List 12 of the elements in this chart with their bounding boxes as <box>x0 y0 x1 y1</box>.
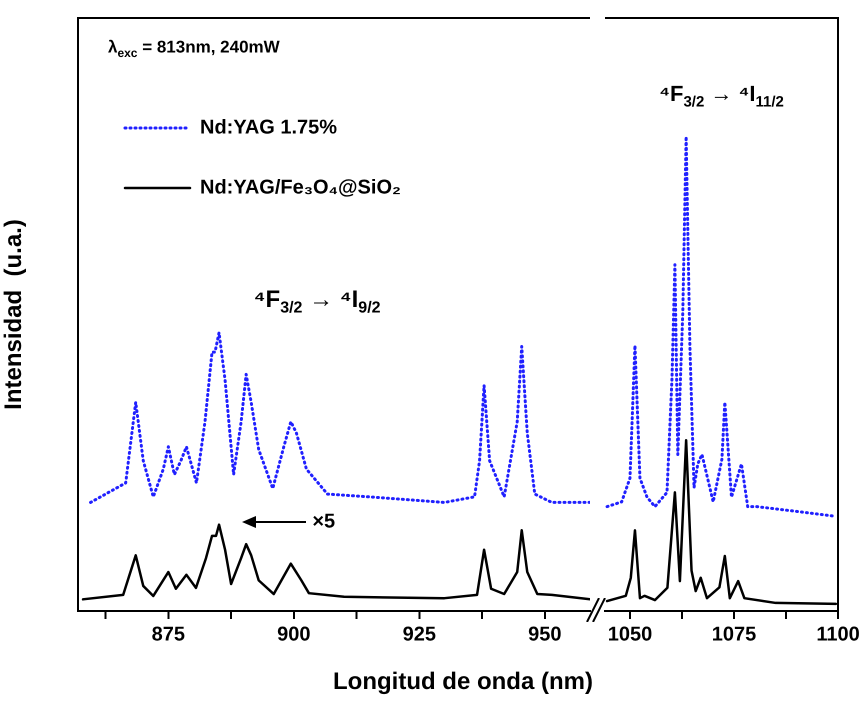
annotation: ×5 <box>312 510 336 533</box>
x-tick-label: 875 <box>152 624 186 646</box>
x-tick-label: 1100 <box>816 624 860 646</box>
x-tick-label: 950 <box>528 624 562 646</box>
legend-label: Nd:YAG/Fe₃O₄@SiO₂ <box>200 176 401 199</box>
x-axis-title: Longitud de onda (nm) <box>332 668 594 696</box>
x-tick-label: 925 <box>402 624 436 646</box>
y-axis-title: Intensidad (u.a.) <box>0 219 28 410</box>
x-tick-label: 1075 <box>712 624 756 646</box>
x-tick-label: 900 <box>277 624 311 646</box>
legend-label: Nd:YAG 1.75% <box>200 116 338 139</box>
x-tick-label: 1050 <box>608 624 652 646</box>
